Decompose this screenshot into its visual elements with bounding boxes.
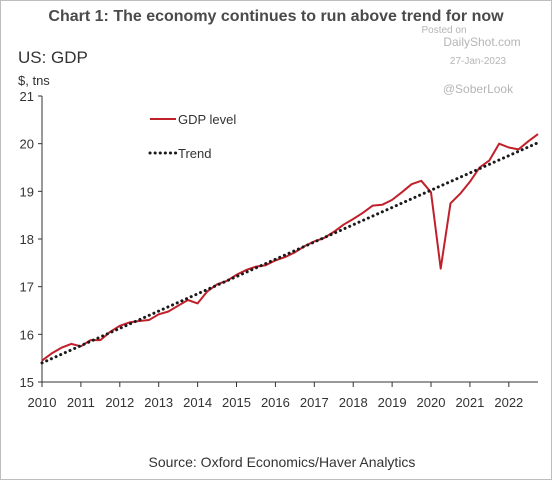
series-line-trend xyxy=(40,141,540,365)
watermark-date: 27-Jan-2023 xyxy=(450,56,507,67)
watermark-posted-on: Posted on xyxy=(421,25,466,36)
x-tick-label-2018: 2018 xyxy=(339,395,368,410)
x-tick-label-2020: 2020 xyxy=(417,395,446,410)
x-tick-label-2015: 2015 xyxy=(222,395,251,410)
x-tick-label-2010: 2010 xyxy=(28,395,57,410)
watermark-site: DailyShot.com xyxy=(443,35,520,49)
x-tick-label-2021: 2021 xyxy=(455,395,484,410)
y-tick-label-18: 18 xyxy=(20,232,34,247)
x-tick-label-2017: 2017 xyxy=(300,395,329,410)
x-tick-label-2014: 2014 xyxy=(183,395,212,410)
x-tick-label-2013: 2013 xyxy=(144,395,173,410)
legend: GDP level Trend xyxy=(148,112,236,161)
series-line-gdp-level xyxy=(41,133,539,362)
y-axis-unit: $, tns xyxy=(18,73,50,88)
chart-title: Chart 1: The economy continues to run ab… xyxy=(48,8,504,25)
source-note: Source: Oxford Economics/Haver Analytics xyxy=(149,454,416,470)
plot-area xyxy=(40,133,540,365)
legend-label-gdp-level: GDP level xyxy=(178,112,236,127)
y-tick-label-16: 16 xyxy=(20,327,34,342)
x-tick-label-2012: 2012 xyxy=(105,395,134,410)
watermark-handle: @SoberLook xyxy=(443,82,514,96)
y-tick-label-20: 20 xyxy=(20,137,34,152)
axes xyxy=(38,95,538,387)
y-tick-label-17: 17 xyxy=(20,280,34,295)
x-tick-label-2019: 2019 xyxy=(378,395,407,410)
chart-subtitle: US: GDP xyxy=(18,48,88,67)
legend-label-trend: Trend xyxy=(178,146,211,161)
y-tick-label-15: 15 xyxy=(20,375,34,390)
y-tick-label-21: 21 xyxy=(20,89,34,104)
x-tick-label-2016: 2016 xyxy=(261,395,290,410)
x-tick-label-2011: 2011 xyxy=(67,395,95,410)
y-tick-label-19: 19 xyxy=(20,184,34,199)
x-tick-label-2022: 2022 xyxy=(494,395,523,410)
